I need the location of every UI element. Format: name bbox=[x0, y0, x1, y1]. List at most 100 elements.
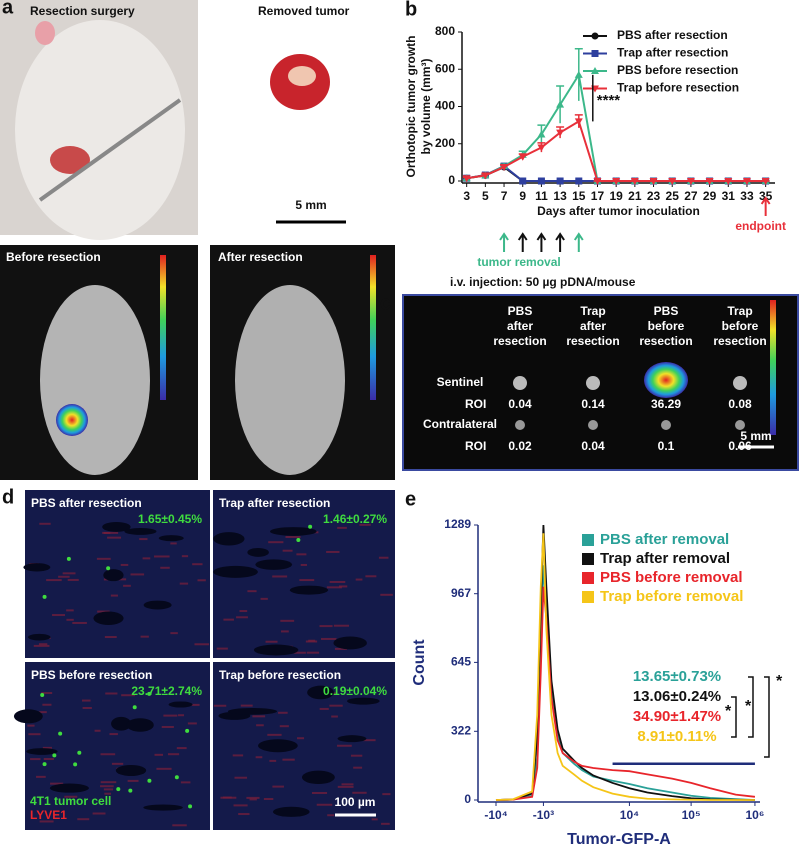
lyve1 bbox=[39, 711, 47, 714]
tissue bbox=[227, 708, 278, 715]
tissue bbox=[158, 535, 184, 542]
marker bbox=[556, 177, 564, 185]
lyve1 bbox=[127, 779, 139, 782]
x-tick-label: 21 bbox=[628, 189, 642, 203]
marker bbox=[761, 178, 770, 185]
lyve1 bbox=[293, 651, 306, 654]
tissue bbox=[347, 697, 380, 705]
annotation: tumor removal bbox=[477, 255, 560, 269]
significance: * bbox=[776, 673, 783, 690]
marker bbox=[649, 178, 658, 185]
marker bbox=[591, 50, 599, 57]
lyve1 bbox=[27, 724, 35, 727]
tumor-cell bbox=[58, 731, 63, 736]
lyve1 bbox=[240, 704, 253, 707]
lyve1 bbox=[97, 610, 110, 613]
lyve1 bbox=[110, 594, 118, 597]
lyve1 bbox=[319, 625, 333, 628]
legend-text: Trap after removal bbox=[600, 550, 730, 567]
lyve1 bbox=[272, 785, 284, 788]
lyve1 bbox=[263, 798, 274, 801]
legend-swatch bbox=[582, 553, 594, 565]
tissue bbox=[247, 548, 269, 557]
tumor-cell bbox=[73, 762, 78, 767]
marker bbox=[668, 178, 677, 185]
lyve1 bbox=[140, 635, 149, 638]
column-header: PBS bbox=[654, 304, 679, 318]
lyve1 bbox=[123, 584, 131, 587]
bracket bbox=[731, 696, 737, 738]
lyve1 bbox=[341, 783, 354, 786]
significance: * bbox=[745, 698, 752, 715]
x-tick-label: 10⁶ bbox=[745, 808, 764, 822]
lyve1 bbox=[279, 725, 289, 728]
lyve1 bbox=[192, 563, 203, 566]
lyve1 bbox=[285, 535, 301, 538]
lyve1 bbox=[180, 781, 191, 784]
lyve1 bbox=[154, 753, 164, 756]
lyve1 bbox=[52, 614, 66, 617]
lyve1 bbox=[246, 796, 260, 799]
lyve1 bbox=[319, 707, 329, 710]
tissue bbox=[111, 716, 132, 731]
lyve1 bbox=[350, 754, 363, 757]
lyve1 bbox=[329, 580, 346, 583]
lyve1 bbox=[161, 725, 174, 728]
tumor-cell bbox=[42, 594, 47, 599]
lyve1 bbox=[121, 694, 136, 697]
node bbox=[586, 376, 600, 390]
lyve1 bbox=[197, 579, 206, 582]
lyve1 bbox=[181, 555, 189, 558]
x-tick-label: 17 bbox=[591, 189, 605, 203]
signal bbox=[644, 362, 688, 398]
node bbox=[513, 376, 527, 390]
marker bbox=[518, 153, 527, 161]
lyve1 bbox=[282, 549, 293, 552]
tissue bbox=[124, 528, 157, 535]
lyve1 bbox=[239, 610, 248, 613]
lyve1 bbox=[100, 781, 117, 784]
lyve1 bbox=[331, 715, 338, 718]
lyve1 bbox=[256, 724, 264, 727]
lyve1 bbox=[64, 795, 78, 798]
lyve1 bbox=[172, 824, 187, 827]
lyve1 bbox=[337, 526, 347, 529]
lyve1 bbox=[236, 616, 248, 619]
lyve1 bbox=[109, 733, 118, 736]
y-tick-label: 800 bbox=[435, 24, 455, 38]
tissue bbox=[272, 806, 310, 817]
legend-text: LYVE1 bbox=[30, 808, 67, 822]
lyve1 bbox=[337, 785, 354, 788]
row-label: ROI bbox=[465, 397, 486, 411]
percent: 23.71±2.74% bbox=[131, 684, 202, 698]
roi-value: 0.06 bbox=[728, 439, 752, 453]
mouse-body bbox=[15, 20, 185, 240]
roi-value: 0.02 bbox=[508, 439, 532, 453]
lyve1 bbox=[62, 572, 76, 575]
fluorescence bbox=[13, 490, 395, 830]
mouse-after bbox=[235, 285, 345, 475]
marker bbox=[574, 70, 583, 78]
lyve1 bbox=[178, 714, 185, 717]
marker bbox=[537, 177, 545, 185]
lyve1 bbox=[333, 624, 350, 627]
lyve1 bbox=[223, 618, 234, 621]
lyve1 bbox=[338, 585, 348, 588]
legend-text: PBS after removal bbox=[600, 531, 729, 548]
tissue bbox=[337, 735, 367, 743]
roi-value: 0.14 bbox=[581, 397, 605, 411]
legend-swatch bbox=[582, 534, 594, 546]
x-tick-label: 9 bbox=[519, 189, 526, 203]
lyve1 bbox=[39, 820, 54, 823]
node bbox=[515, 420, 525, 430]
tumor-cell bbox=[77, 750, 82, 755]
node bbox=[588, 420, 598, 430]
lyve1 bbox=[278, 711, 288, 714]
x-tick-label: 31 bbox=[722, 189, 736, 203]
lyve1 bbox=[100, 785, 114, 788]
x-tick-label: 13 bbox=[553, 189, 567, 203]
lyve1 bbox=[247, 590, 257, 593]
ear bbox=[35, 21, 55, 45]
lyve1 bbox=[255, 756, 263, 759]
tissue bbox=[307, 685, 334, 700]
